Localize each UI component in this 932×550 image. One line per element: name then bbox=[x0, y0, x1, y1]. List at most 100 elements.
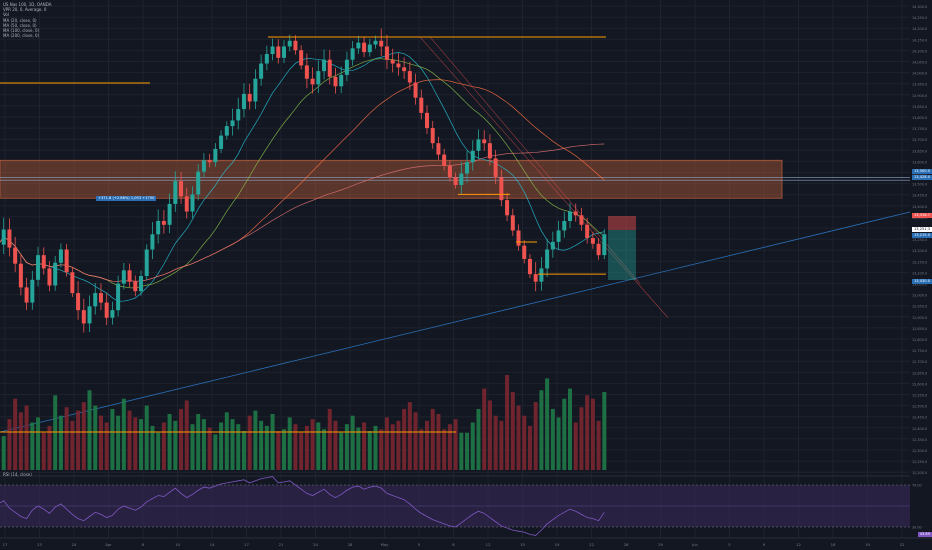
volume-bar bbox=[127, 410, 132, 470]
volume-bar bbox=[407, 402, 412, 470]
volume-bar bbox=[264, 425, 269, 470]
price-scale-label: 12,300.0 bbox=[912, 449, 927, 453]
candle bbox=[545, 249, 550, 269]
volume-bar bbox=[356, 427, 361, 470]
candle bbox=[207, 160, 212, 163]
volume-bar bbox=[219, 422, 224, 470]
price-scale-label: 12,750.0 bbox=[912, 349, 927, 353]
candle bbox=[76, 293, 81, 311]
candle bbox=[224, 126, 229, 136]
volume-bar bbox=[550, 408, 555, 470]
volume-bar bbox=[470, 422, 475, 470]
volume-bar bbox=[367, 430, 372, 470]
price-scale-label: 13,000.0 bbox=[912, 294, 927, 298]
volume-bar bbox=[350, 415, 355, 470]
candle bbox=[568, 211, 572, 221]
candle bbox=[516, 230, 521, 246]
volume-bar bbox=[201, 419, 206, 470]
volume-bar bbox=[590, 398, 595, 470]
price-scale-label: 14,100.0 bbox=[912, 49, 927, 53]
candle bbox=[304, 65, 309, 79]
volume-bar bbox=[522, 415, 527, 470]
time-scale-label: 19 bbox=[865, 542, 870, 547]
long-position-tool[interactable] bbox=[608, 216, 636, 280]
candle bbox=[179, 181, 184, 197]
time-scale-label: 8 bbox=[452, 542, 455, 547]
price-scale-label: 12,450.0 bbox=[912, 416, 927, 420]
time-scale-label: 24 bbox=[313, 542, 318, 547]
candle bbox=[402, 67, 407, 72]
candle bbox=[184, 196, 189, 212]
candle bbox=[93, 293, 98, 307]
volume-bar bbox=[510, 391, 515, 470]
legend-line: MA (50, close, 0) bbox=[3, 22, 37, 28]
volume-bar bbox=[76, 410, 81, 470]
candle bbox=[24, 287, 29, 303]
time-scale-label: Jun bbox=[691, 542, 699, 547]
candle bbox=[13, 247, 18, 264]
time-scale-label: 17 bbox=[244, 542, 249, 547]
volume-bar bbox=[493, 415, 498, 470]
time-scale-label: 26 bbox=[624, 542, 629, 547]
volume-bar bbox=[396, 420, 401, 470]
price-tag: 13,428.0 bbox=[911, 175, 932, 180]
candle bbox=[476, 139, 481, 151]
candle bbox=[53, 262, 58, 286]
candle bbox=[430, 128, 435, 144]
candle bbox=[201, 160, 206, 172]
price-tag: 13,030.0 bbox=[911, 279, 932, 284]
rsi-pane bbox=[0, 475, 910, 536]
volume-bar bbox=[316, 422, 321, 470]
candle bbox=[436, 143, 441, 155]
candle bbox=[81, 310, 86, 324]
volume-bar bbox=[487, 400, 492, 470]
time-scale-label: 22 bbox=[900, 542, 905, 547]
candle bbox=[116, 283, 121, 311]
candle bbox=[276, 46, 281, 58]
time-scale-label: 9 bbox=[763, 542, 766, 547]
price-scale-label: 13,100.0 bbox=[912, 271, 927, 275]
price-scale-label: 13,600.0 bbox=[912, 160, 927, 164]
price-scale-label: 12,550.0 bbox=[912, 394, 927, 398]
price-scale bbox=[910, 0, 932, 550]
candle bbox=[173, 181, 178, 204]
volume-bar bbox=[270, 414, 275, 470]
candle bbox=[550, 241, 555, 250]
volume-bar bbox=[47, 425, 52, 470]
time-scale-label: 23 bbox=[37, 542, 42, 547]
volume-bar bbox=[419, 429, 424, 470]
volume-bar bbox=[304, 425, 309, 470]
volume-bar bbox=[236, 424, 241, 470]
volume-bar bbox=[545, 378, 550, 470]
price-scale-label: 13,850.0 bbox=[912, 105, 927, 109]
volume-bar bbox=[93, 405, 98, 470]
volume-bar bbox=[70, 420, 75, 470]
volume-bar bbox=[36, 417, 41, 470]
volume-bar bbox=[24, 405, 29, 470]
candle bbox=[322, 59, 327, 72]
rsi-legend: RSI (14, close) bbox=[3, 472, 32, 477]
volume-bar bbox=[287, 417, 292, 470]
candle bbox=[241, 93, 246, 110]
candle bbox=[333, 76, 338, 87]
candle bbox=[104, 302, 109, 318]
candle bbox=[156, 220, 161, 235]
time-scale-label: 10 bbox=[175, 542, 180, 547]
price-scale-label: 14,000.0 bbox=[912, 72, 927, 76]
time-scale-label: 16 bbox=[831, 542, 836, 547]
measure-label[interactable]: +371.8 (+2.86%) 1,053 +1750 bbox=[96, 196, 157, 201]
candle bbox=[533, 274, 538, 282]
volume-bar bbox=[327, 408, 332, 470]
price-scale-label: 13,950.0 bbox=[912, 83, 927, 87]
volume-bar bbox=[442, 429, 447, 470]
grid bbox=[0, 0, 910, 538]
resistance-levels bbox=[0, 36, 606, 433]
candle bbox=[522, 245, 527, 259]
volume-bar bbox=[58, 415, 63, 470]
candle bbox=[465, 162, 470, 174]
candle bbox=[367, 44, 372, 53]
price-scale-label: 12,500.0 bbox=[912, 405, 927, 409]
candle bbox=[390, 59, 395, 64]
candle bbox=[282, 46, 286, 58]
